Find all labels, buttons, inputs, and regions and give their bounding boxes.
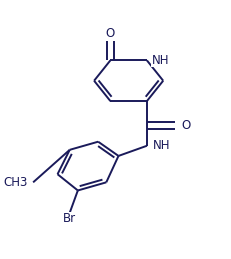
Text: Br: Br bbox=[63, 212, 76, 225]
Text: CH3: CH3 bbox=[3, 176, 27, 189]
Text: O: O bbox=[106, 27, 115, 40]
Text: NH: NH bbox=[153, 139, 170, 152]
Text: O: O bbox=[181, 119, 190, 132]
Text: NH: NH bbox=[152, 54, 170, 67]
